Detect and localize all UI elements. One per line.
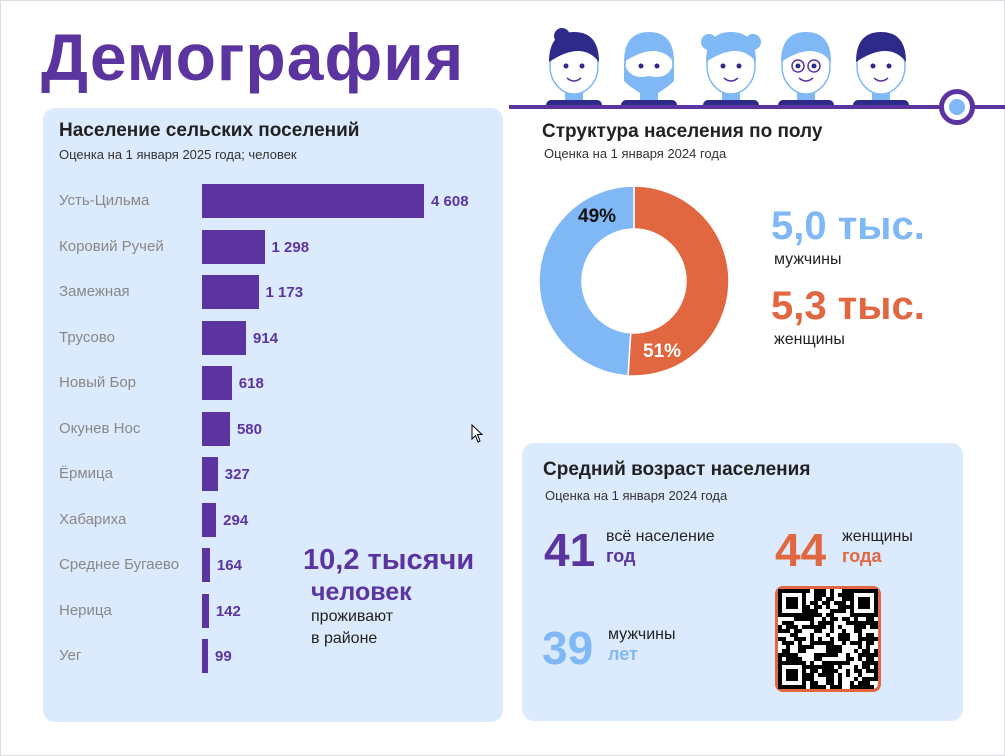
bar-value-label: 914 [253,329,279,347]
female-pct-label: 51% [643,341,682,362]
age-male-label: мужчины [608,626,676,643]
bar-value-label: 142 [215,602,241,620]
bar-row: Уег 99 [43,639,503,673]
rural-population-panel: Население сельских поселений Оценка на 1… [43,108,503,722]
ring-icon [939,89,975,125]
bar-category-label: Среднее Бугаево [59,556,180,573]
rural-subtitle: Оценка на 1 января 2025 года; человек [59,147,297,162]
bar-category-label: Замежная [59,283,130,300]
age-all-value: 41 [544,524,596,576]
bar-category-label: Хабариха [59,510,127,528]
bar-row: Усть-Цильма 4 608 [43,184,503,218]
bar-row: Хабариха 294 [43,502,503,537]
female-label: женщины [774,331,845,348]
age-female-value: 44 [775,524,827,576]
people-illustration [546,28,909,108]
bar-row: Среднее Бугаево 164 [43,548,503,582]
gender-heading: Структура населения по полу [542,121,823,142]
bar-category-label: Новый Бор [59,374,136,391]
bar-category-label: Нерица [59,601,112,619]
bar [202,593,209,628]
bar-value-label: 1 298 [271,238,310,256]
qr-code[interactable] [775,586,881,692]
bar-row: Новый Бор 618 [43,366,503,400]
age-female-label: женщины [842,528,913,545]
bar-row: Нерица 142 [43,593,503,628]
bar-value-label: 580 [236,420,262,438]
age-male-value: 39 [542,622,594,674]
bar [202,366,232,400]
bar [202,502,217,537]
bar-category-label: Окунев Нос [59,419,141,437]
bar-row: Трусово 914 [43,320,503,355]
mouse-cursor-icon [471,424,484,443]
age-female-unit: года [842,546,882,566]
total-unit: человек [311,578,412,606]
divider-line [509,105,1005,109]
age-subtitle: Оценка на 1 января 2024 года [545,488,728,503]
bar-row: Окунев Нос 580 [43,411,503,446]
bar-row: Коровий Ручей 1 298 [43,229,503,264]
male-pct-label: 49% [578,206,617,227]
page-title: Демография [41,20,465,94]
bar-value-label: 294 [223,511,249,529]
female-value: 5,3 тыс. [771,284,925,328]
bar-category-label: Трусово [59,328,115,346]
gender-donut-chart [538,185,730,377]
total-value: 10,2 тысячи [303,544,475,576]
bar [202,411,230,446]
bar-value-label: 327 [224,466,250,483]
bar-category-label: Ёрмица [59,465,113,482]
bar-row: Замежная 1 173 [43,275,503,309]
male-slice [538,185,635,377]
age-all-label: всё население [606,528,715,545]
age-all-unit: год [606,546,636,566]
bar [202,320,247,355]
average-age-panel: Средний возраст населения Оценка на 1 ян… [522,443,963,721]
total-note-2: в районе [311,630,378,647]
gender-subtitle: Оценка на 1 января 2024 года [544,146,727,161]
bar-category-label: Усть-Цильма [59,192,150,209]
age-male-unit: лет [608,644,638,664]
bar-category-label: Коровий Ручей [59,237,164,255]
bar [202,229,265,264]
bar [202,275,259,309]
bar [202,548,210,582]
bar [202,184,424,218]
bar [202,457,218,491]
bar-value-label: 618 [238,375,264,392]
bar-value-label: 164 [216,557,242,574]
female-slice [627,185,730,377]
bar [202,639,208,673]
bar-value-label: 1 173 [265,284,304,301]
bar-value-label: 4 608 [431,193,469,210]
rural-heading: Население сельских поселений [59,120,360,141]
male-value: 5,0 тыс. [771,204,925,248]
total-note: проживают [311,608,394,625]
age-heading: Средний возраст населения [543,459,811,480]
bar-category-label: Уег [59,647,82,664]
bar-row: Ёрмица 327 [43,457,503,491]
male-label: мужчины [774,251,842,268]
bar-value-label: 99 [215,648,232,665]
